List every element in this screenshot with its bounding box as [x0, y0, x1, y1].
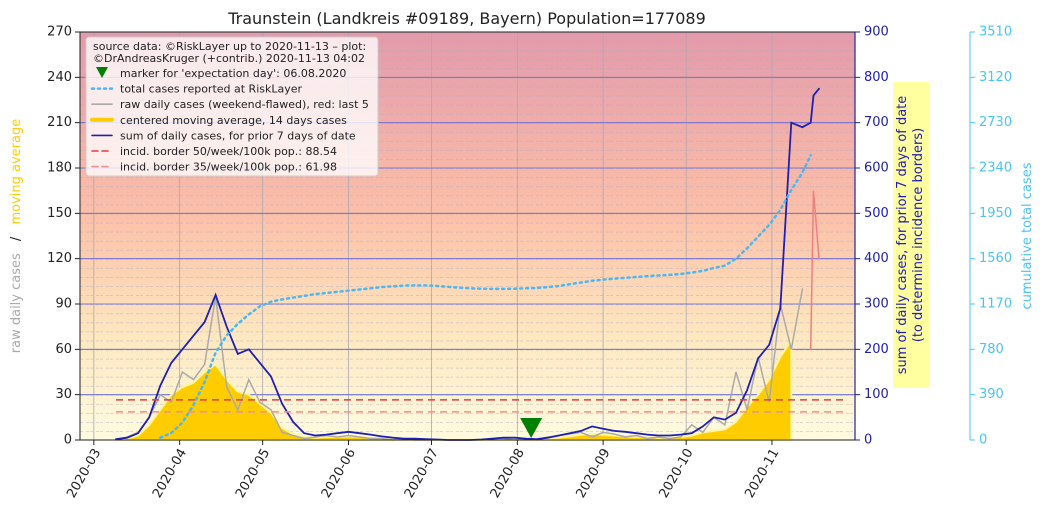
y3-tick-label: 2730: [979, 115, 1012, 130]
y-label-sep: /: [9, 236, 24, 241]
x-tick-label: 2020-04: [150, 446, 190, 501]
x-tick-label: 2020-06: [319, 446, 359, 501]
y2-tick-label: 400: [864, 251, 889, 266]
x-tick-label: 2020-03: [64, 446, 104, 501]
legend-label: incid. border 35/week/100k pop.: 61.98: [120, 161, 337, 174]
y2-tick-label: 600: [864, 161, 889, 176]
y3-tick-label: 780: [979, 342, 1004, 357]
y-axis-label: raw daily cases / moving average: [9, 119, 24, 353]
x-tick-label: 2020-08: [488, 446, 528, 501]
x-tick-label: 2020-07: [402, 446, 442, 501]
y3-axis-label: cumulative total cases: [1020, 162, 1035, 309]
y2-tick-label: 0: [864, 433, 872, 448]
y-label-ma: moving average: [9, 119, 24, 225]
line: [159, 153, 812, 439]
y-tick-label: 180: [47, 161, 72, 176]
y3-tick-label: 1950: [979, 206, 1012, 221]
y3-tick-label: 2340: [979, 161, 1012, 176]
y2-tick-label: 200: [864, 342, 889, 357]
y2-tick-label: 900: [864, 25, 889, 40]
y3-tick-label: 390: [979, 387, 1004, 402]
y3-tick-label: 1560: [979, 251, 1012, 266]
x-tick-label: 2020-10: [657, 446, 697, 501]
y-tick-label: 120: [47, 251, 72, 266]
legend-label: total cases reported at RiskLayer: [120, 83, 303, 96]
legend-label: incid. border 50/week/100k pop.: 88.54: [120, 145, 337, 158]
legend-title: ©DrAndreasKruger (+contrib.) 2020-11-13 …: [93, 52, 365, 65]
legend-box: [85, 36, 379, 177]
expectation-marker: [520, 418, 543, 438]
y3-tick-label: 3510: [979, 25, 1012, 40]
x-tick-label: 2020-09: [573, 446, 613, 501]
y3-tick-label: 3120: [979, 70, 1012, 85]
y-tick-label: 240: [47, 70, 72, 85]
x-tick-label: 2020-11: [742, 446, 782, 501]
y2-tick-label: 700: [864, 115, 889, 130]
legend-title: source data: ©RiskLayer up to 2020-11-13…: [93, 40, 366, 53]
y2-tick-label: 500: [864, 206, 889, 221]
x-tick-label: 2020-05: [233, 446, 273, 501]
y-tick-label: 150: [47, 206, 72, 221]
legend-label: raw daily cases (weekend-flawed), red: l…: [120, 98, 369, 111]
y2-label-box: [893, 82, 929, 388]
y2-axis-label: (to determine incidence borders): [911, 128, 926, 343]
y-label-raw: raw daily cases: [9, 253, 24, 353]
legend: source data: ©RiskLayer up to 2020-11-13…: [85, 36, 379, 177]
y-tick-label: 270: [47, 25, 72, 40]
legend-label: marker for 'expectation day': 06.08.2020: [120, 67, 346, 80]
y2-axis-label: sum of daily cases, for prior 7 days of …: [895, 96, 910, 375]
y3-tick-label: 1170: [979, 297, 1012, 312]
y2-tick-label: 100: [864, 387, 889, 402]
legend-label: sum of daily cases, for prior 7 days of …: [120, 129, 356, 142]
legend-label: centered moving average, 14 days cases: [120, 114, 347, 127]
y-tick-label: 60: [55, 342, 72, 357]
y-tick-label: 30: [55, 387, 72, 402]
y2-tick-label: 800: [864, 70, 889, 85]
legend-icon: [96, 67, 108, 78]
line: [809, 190, 820, 351]
y3-tick-label: 0: [979, 433, 987, 448]
y-tick-label: 0: [64, 433, 72, 448]
y-tick-label: 210: [47, 115, 72, 130]
chart-title: Traunstein (Landkreis #09189, Bayern) Po…: [227, 9, 706, 28]
y-tick-label: 90: [55, 297, 72, 312]
y2-tick-label: 300: [864, 297, 889, 312]
